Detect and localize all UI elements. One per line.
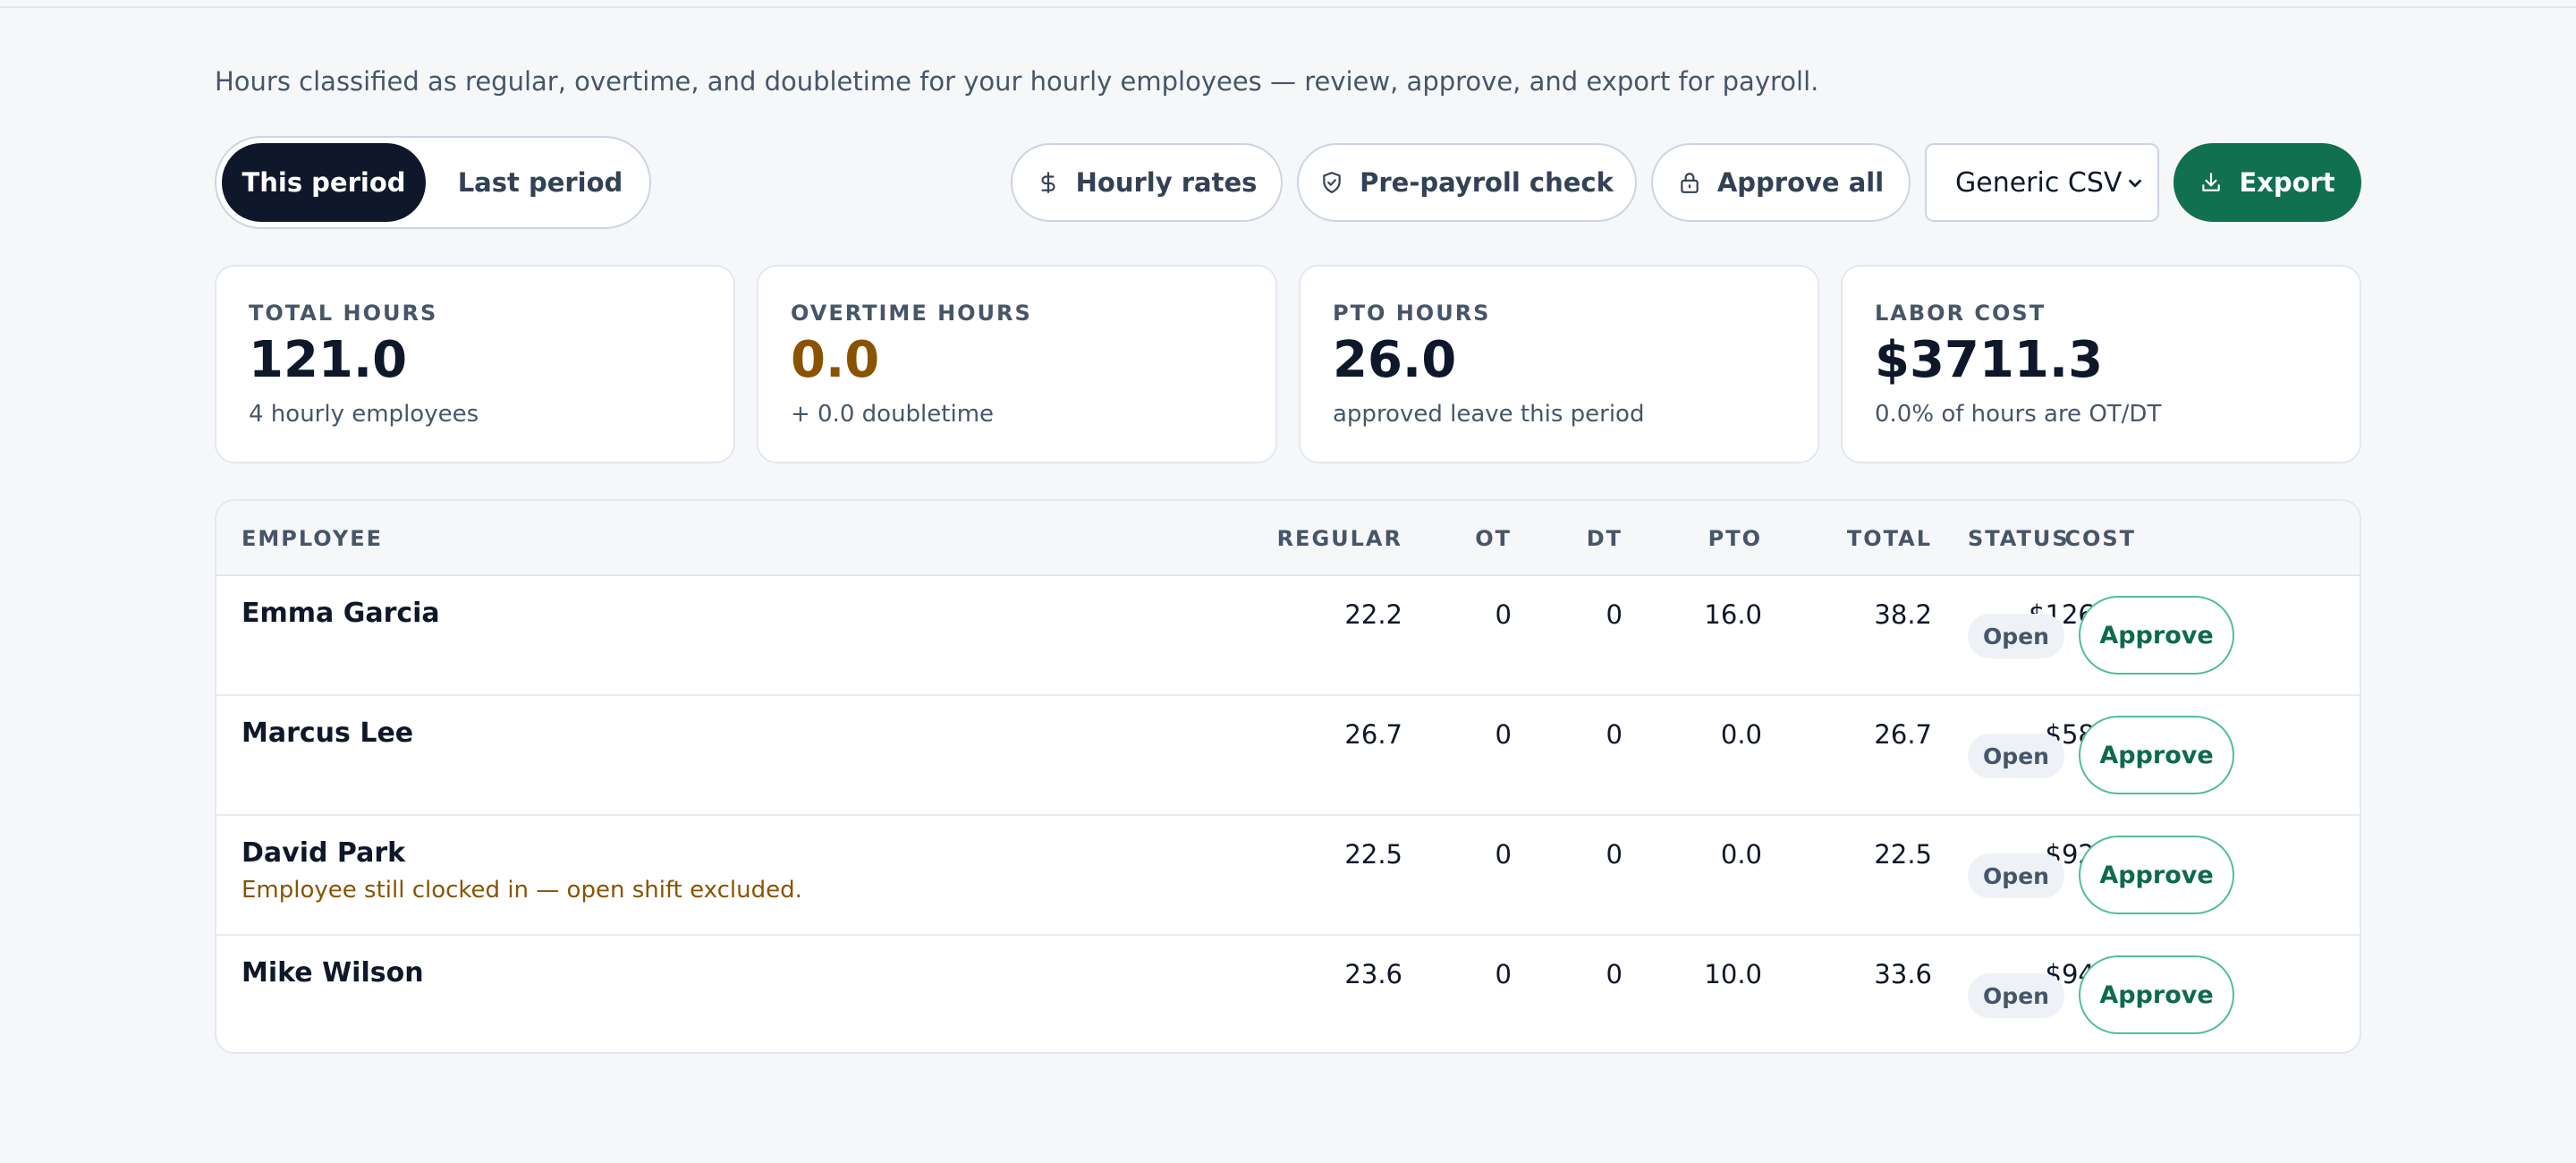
ot-hours: 0: [1495, 959, 1512, 989]
pto-hours: 0.0: [1720, 839, 1762, 870]
approve-button[interactable]: Approve: [2079, 955, 2234, 1034]
stat-card-labor-cost: LABOR COST $3711.3 0.0% of hours are OT/…: [1841, 265, 2361, 463]
pre-payroll-check-button[interactable]: Pre-payroll check: [1297, 143, 1637, 222]
status-badge: Open: [1968, 734, 2064, 778]
stat-label: PTO HOURS: [1333, 301, 1491, 326]
period-toggle: This period Last period: [215, 136, 651, 229]
regular-hours: 22.5: [1344, 839, 1402, 870]
stat-subtext: approved leave this period: [1333, 401, 1645, 428]
top-divider: [0, 0, 2576, 8]
export-format-value: Generic CSV: [1955, 166, 2123, 199]
stat-subtext: 0.0% of hours are OT/DT: [1875, 401, 2162, 428]
dt-hours: 0: [1606, 839, 1623, 870]
ot-hours: 0: [1495, 719, 1512, 750]
hourly-rates-button[interactable]: Hourly rates: [1011, 143, 1283, 222]
employee-name: Marcus Lee: [242, 717, 414, 749]
pre-payroll-check-label: Pre-payroll check: [1360, 167, 1614, 198]
dt-hours: 0: [1606, 719, 1623, 750]
employee-name: Emma Garcia: [242, 598, 440, 629]
column-header-dt: DT: [1586, 526, 1623, 551]
total-hours: 33.6: [1874, 959, 1932, 989]
stat-card-total-hours: TOTAL HOURS 121.0 4 hourly employees: [215, 265, 735, 463]
stat-label: TOTAL HOURS: [249, 301, 438, 326]
column-header-regular: REGULAR: [1276, 526, 1402, 551]
table-row: David Park Employee still clocked in — o…: [216, 816, 2360, 936]
total-hours: 26.7: [1874, 719, 1932, 750]
hourly-rates-label: Hourly rates: [1075, 167, 1258, 198]
table-row: Mike Wilson 23.6 0 0 10.0 33.6 $940.8 Op…: [216, 936, 2360, 1052]
regular-hours: 22.2: [1344, 599, 1402, 630]
dollar-icon: [1041, 172, 1055, 193]
stat-card-pto-hours: PTO HOURS 26.0 approved leave this perio…: [1299, 265, 1819, 463]
pto-hours: 16.0: [1704, 599, 1762, 630]
tab-last-period[interactable]: Last period: [457, 167, 623, 198]
approve-button[interactable]: Approve: [2079, 596, 2234, 675]
clocked-in-warning: Employee still clocked in — open shift e…: [242, 877, 802, 904]
employee-name: David Park: [242, 837, 406, 869]
status-badge: Open: [1968, 853, 2064, 898]
chevron-down-icon: [2129, 179, 2141, 188]
stat-value: 0.0: [791, 331, 880, 389]
stat-card-overtime-hours: OVERTIME HOURS 0.0 + 0.0 doubletime: [757, 265, 1277, 463]
pto-hours: 10.0: [1704, 959, 1762, 989]
stat-subtext: 4 hourly employees: [249, 401, 479, 428]
approve-button[interactable]: Approve: [2079, 836, 2234, 914]
export-button[interactable]: Export: [2174, 143, 2361, 222]
stat-label: OVERTIME HOURS: [791, 301, 1032, 326]
column-header-cost: COST: [2064, 526, 2136, 551]
dt-hours: 0: [1606, 959, 1623, 989]
total-hours: 22.5: [1874, 839, 1932, 870]
export-label: Export: [2239, 167, 2335, 198]
column-header-employee: EMPLOYEE: [242, 526, 384, 551]
column-header-total: TOTAL: [1846, 526, 1932, 551]
export-format-select[interactable]: Generic CSV: [1925, 143, 2159, 222]
column-header-status: STATUS: [1968, 526, 2070, 551]
column-header-pto: PTO: [1707, 526, 1762, 551]
stat-value: 121.0: [249, 331, 408, 389]
stat-value: 26.0: [1333, 331, 1457, 389]
pto-hours: 0.0: [1720, 719, 1762, 750]
regular-hours: 23.6: [1344, 959, 1402, 989]
approve-all-label: Approve all: [1716, 167, 1885, 198]
status-badge: Open: [1968, 973, 2064, 1018]
stat-subtext: + 0.0 doubletime: [791, 401, 995, 428]
ot-hours: 0: [1495, 839, 1512, 870]
status-badge: Open: [1968, 614, 2064, 658]
column-header-ot: OT: [1475, 526, 1512, 551]
stat-value: $3711.3: [1875, 331, 2104, 389]
total-hours: 38.2: [1874, 599, 1932, 630]
lock-icon: [1681, 173, 1699, 193]
ot-hours: 0: [1495, 599, 1512, 630]
table-row: Emma Garcia 22.2 0 0 16.0 38.2 $1260.6 O…: [216, 576, 2360, 696]
table-row: Marcus Lee 26.7 0 0 0.0 26.7 $587.4 Open…: [216, 696, 2360, 816]
table-header: EMPLOYEE REGULAR OT DT PTO TOTAL COST ST…: [216, 501, 2360, 576]
approve-button[interactable]: Approve: [2079, 716, 2234, 794]
hours-table: EMPLOYEE REGULAR OT DT PTO TOTAL COST ST…: [215, 499, 2361, 1054]
dt-hours: 0: [1606, 599, 1623, 630]
download-icon: [2202, 173, 2221, 191]
regular-hours: 26.7: [1344, 719, 1402, 750]
approve-all-button[interactable]: Approve all: [1651, 143, 1911, 222]
shield-check-icon: [1323, 172, 1341, 193]
page-subtitle: Hours classified as regular, overtime, a…: [215, 66, 1819, 97]
employee-name: Mike Wilson: [242, 957, 424, 989]
stat-label: LABOR COST: [1875, 301, 2046, 326]
tab-this-period[interactable]: This period: [222, 143, 426, 222]
